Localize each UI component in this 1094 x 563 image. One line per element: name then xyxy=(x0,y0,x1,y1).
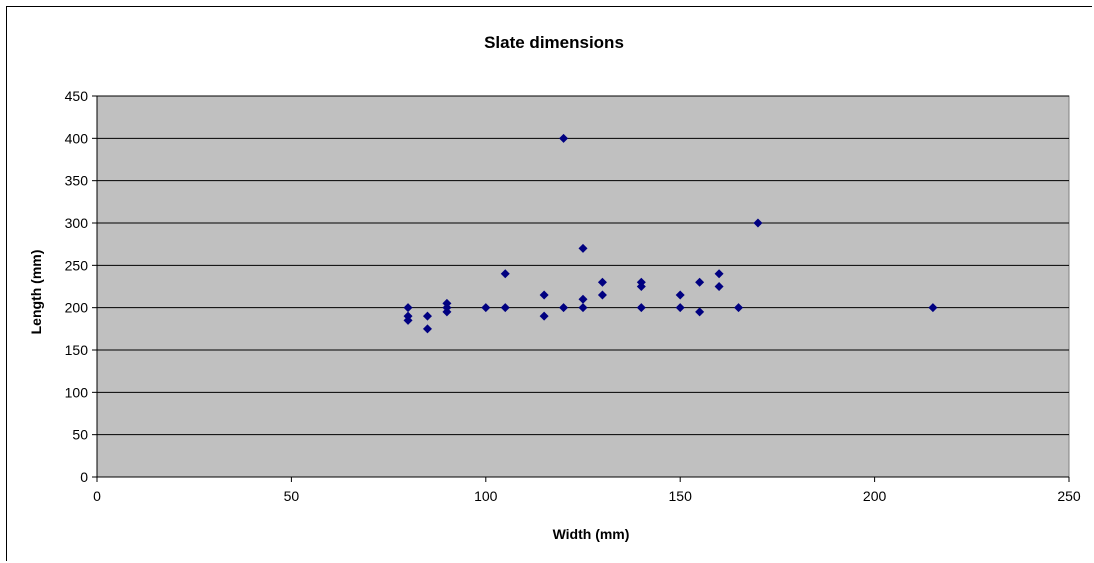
x-axis-title: Width (mm) xyxy=(553,526,630,542)
chart-frame: Slate dimensions 0 50 100 150 200 250 300 350 40… xyxy=(6,6,1092,561)
data-point xyxy=(539,311,549,321)
chart-title: Slate dimensions xyxy=(484,33,624,52)
x-tick-labels: 0 50 100 150 200 250 xyxy=(93,477,1081,504)
y-tick-label: 250 xyxy=(65,257,89,273)
data-point xyxy=(403,315,413,325)
data-point xyxy=(695,277,705,287)
x-tick-label: 100 xyxy=(474,488,498,504)
data-point xyxy=(559,133,569,143)
y-tick-label: 400 xyxy=(65,130,89,146)
axes xyxy=(96,96,1069,478)
data-point xyxy=(578,294,588,304)
data-point xyxy=(481,303,491,313)
data-point xyxy=(695,307,705,317)
data-point xyxy=(539,290,549,300)
data-point xyxy=(753,218,763,228)
data-point xyxy=(422,324,432,334)
y-tick-label: 150 xyxy=(65,342,89,358)
data-point xyxy=(578,303,588,313)
data-point xyxy=(597,290,607,300)
data-point xyxy=(559,303,569,313)
y-tick-label: 300 xyxy=(65,215,89,231)
data-point xyxy=(442,307,452,317)
plot-area xyxy=(96,95,1070,478)
x-tick-label: 250 xyxy=(1057,488,1081,504)
x-tick-label: 50 xyxy=(284,488,300,504)
data-point xyxy=(928,303,938,313)
data-point xyxy=(714,269,724,279)
y-axis-title: Length (mm) xyxy=(28,250,44,335)
y-tick-label: 100 xyxy=(65,384,89,400)
data-point xyxy=(636,282,646,291)
data-point xyxy=(714,282,724,291)
y-tick-label: 0 xyxy=(80,469,88,485)
data-points xyxy=(403,133,938,334)
y-tick-label: 350 xyxy=(65,173,89,189)
data-point xyxy=(597,277,607,287)
data-point xyxy=(636,303,646,313)
data-point xyxy=(578,243,588,253)
x-tick-label: 150 xyxy=(669,488,693,504)
data-point xyxy=(422,311,432,321)
data-point xyxy=(675,303,685,313)
x-tick-label: 0 xyxy=(93,488,101,504)
y-tick-labels: 0 50 100 150 200 250 300 350 400 450 xyxy=(65,88,97,485)
data-point xyxy=(500,269,510,279)
x-tick-label: 200 xyxy=(863,488,887,504)
y-tick-label: 200 xyxy=(65,300,89,316)
data-point xyxy=(675,290,685,300)
y-tick-label: 450 xyxy=(65,88,89,104)
data-point xyxy=(500,303,510,313)
y-tick-label: 50 xyxy=(72,427,88,443)
scatter-chart: Slate dimensions 0 50 100 150 200 250 300 350 40… xyxy=(28,33,1081,542)
grid-lines xyxy=(97,95,1069,436)
data-point xyxy=(403,303,413,313)
data-point xyxy=(734,303,744,313)
